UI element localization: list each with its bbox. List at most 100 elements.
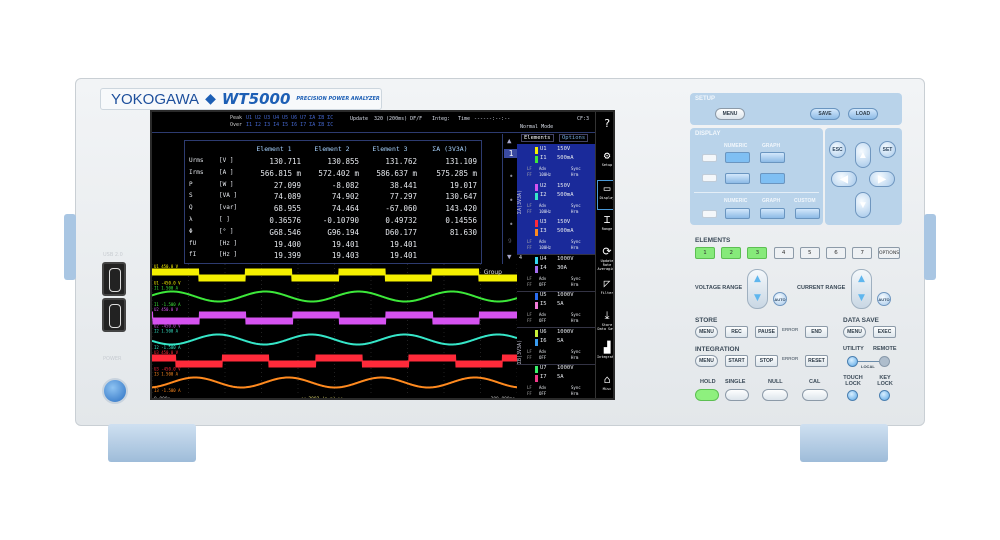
store-pause-button[interactable]: PAUSE xyxy=(755,326,778,338)
setup-menu-button[interactable]: MENU xyxy=(715,108,745,120)
element-entry[interactable]: U7 1000V I7 5A LF Adv FF OFF Sync Hrm xyxy=(517,363,595,398)
voltage-up-icon[interactable]: ▲ xyxy=(754,274,761,284)
voltage-color-swatch xyxy=(535,220,538,227)
power-button[interactable] xyxy=(102,378,128,404)
element-entry[interactable]: U6 1000V I6 5A LF Adv FF OFF Sync Hrm xyxy=(517,327,595,365)
page-dot: • xyxy=(509,220,514,229)
side-menu-display[interactable]: ▭ Display xyxy=(597,180,613,210)
current-down-icon[interactable]: ▼ xyxy=(858,293,865,303)
current-up-icon[interactable]: ▲ xyxy=(858,274,865,284)
element-key-2[interactable]: 2 xyxy=(721,247,742,259)
arrow-left-button[interactable]: ◀ xyxy=(831,171,857,187)
cal-label: CAL xyxy=(809,379,821,385)
waveform-6 xyxy=(152,376,517,389)
tab-elements[interactable]: Elements xyxy=(521,134,554,142)
display-led-2 xyxy=(702,174,717,182)
current-channel: I2 xyxy=(540,191,547,198)
element-key-6[interactable]: 6 xyxy=(826,247,846,259)
display-numeric-2-button[interactable] xyxy=(725,173,750,184)
integration-menu-button[interactable]: MENU xyxy=(695,355,718,367)
data-save-menu-button[interactable]: MENU xyxy=(843,326,866,338)
side-menu-filter[interactable]: ◸ Filter xyxy=(597,276,613,306)
display-custom-button[interactable] xyxy=(795,208,820,219)
usb-port-2[interactable] xyxy=(102,298,126,332)
null-button[interactable] xyxy=(762,389,788,401)
element-entry[interactable]: U1 150V I1 500mA LF Adv FF 100Hz Sync Hrm xyxy=(517,144,595,182)
side-menu-store-data-save[interactable]: ⤓ Store Data Save xyxy=(597,308,613,338)
display-graph-1-button[interactable] xyxy=(760,152,785,163)
esc-button[interactable]: ESC xyxy=(829,141,846,158)
data-save-exec-button[interactable]: EXEC xyxy=(873,326,896,338)
key-lock-label: KEY LOCK xyxy=(877,375,893,387)
touch-lock-button[interactable] xyxy=(847,390,858,401)
element-entry[interactable]: U4 1000V I4 30A LF Adv FF OFF Sync Hrm xyxy=(517,254,595,292)
display-numeric-3-button[interactable] xyxy=(725,208,750,219)
element-key-7[interactable]: 7 xyxy=(852,247,873,259)
sync-label: Sync xyxy=(571,275,581,281)
set-button[interactable]: SET xyxy=(879,141,896,158)
save-button[interactable]: SAVE xyxy=(810,108,840,120)
element-key-3[interactable]: 3 xyxy=(747,247,768,259)
current-auto-button[interactable]: AUTO xyxy=(877,292,891,306)
row-label: Urms xyxy=(189,157,204,164)
arrow-right-button[interactable]: ▶ xyxy=(869,171,895,187)
model-subtitle: PRECISION POWER ANALYZER xyxy=(296,96,380,102)
element-entry[interactable]: U2 150V I2 500mA LF Adv FF 100Hz Sync Hrm xyxy=(517,180,595,219)
side-menu-label: Update Rate Averaging xyxy=(597,259,615,271)
integration-start-button[interactable]: START xyxy=(725,355,748,367)
single-button[interactable] xyxy=(725,389,749,401)
side-menu-update-rate-averaging[interactable]: ⟳ Update Rate Averaging xyxy=(597,244,615,274)
ff-label: FF xyxy=(527,391,532,396)
side-menu-misc[interactable]: ⌂ Misc xyxy=(597,372,613,398)
cal-button[interactable] xyxy=(802,389,828,401)
load-button[interactable]: LOAD xyxy=(848,108,878,120)
trace-top-label: I3 1.500 A xyxy=(154,372,179,377)
touch-screen[interactable]: Peak U1 U2 U3 U4 U5 U6 U7 ΣA ΣB ΣC Over … xyxy=(150,110,615,400)
usb-port-1[interactable] xyxy=(102,262,126,296)
group-button[interactable]: Group xyxy=(484,269,502,276)
display-graph-3-button[interactable] xyxy=(760,208,785,219)
element-key-1[interactable]: 1 xyxy=(695,247,715,259)
store-menu-button[interactable]: MENU xyxy=(695,326,718,338)
element-key-5[interactable]: 5 xyxy=(799,247,820,259)
key-lock-button[interactable] xyxy=(879,390,890,401)
scroll-down-icon[interactable]: ▼ xyxy=(507,252,512,261)
integ-status: Integ: xyxy=(432,116,451,122)
group-label-b: ΣB(3V3A) xyxy=(517,339,523,364)
trace-bottom-label: I3 -1.500 A xyxy=(154,388,181,393)
table-cell: 130.711 xyxy=(269,157,301,166)
integration-stop-button[interactable]: STOP xyxy=(755,355,778,367)
voltage-range-rocker[interactable]: ▲ ▼ xyxy=(747,269,768,309)
arrow-down-button[interactable]: ▼ xyxy=(855,192,871,218)
current-range-rocker[interactable]: ▲ ▼ xyxy=(851,269,872,309)
tab-options[interactable]: Options xyxy=(559,134,589,142)
side-menu-setup[interactable]: ⚙ Setup xyxy=(597,148,613,178)
page-dot: • xyxy=(509,196,514,205)
display-numeric-1-button[interactable] xyxy=(725,152,750,163)
element-entry[interactable]: U3 150V I3 500mA LF Adv FF 100Hz Sync Hrm xyxy=(517,217,595,255)
lf-value: Adv xyxy=(539,166,547,171)
lf-label: LF xyxy=(527,312,532,317)
element-entry[interactable]: U5 1000V I5 5A LF Adv FF OFF Sync Hrm xyxy=(517,290,595,328)
voltage-down-icon[interactable]: ▼ xyxy=(754,293,761,303)
update-rate[interactable]: 320 (200ms) DF/F xyxy=(374,116,423,122)
hold-button[interactable] xyxy=(695,389,719,401)
scroll-up-icon[interactable]: ▲ xyxy=(507,136,512,145)
side-menu-range[interactable]: ⌶ Range xyxy=(597,212,613,242)
store-end-button[interactable]: END xyxy=(805,326,828,338)
side-menu-integration[interactable]: ▟Integration xyxy=(597,340,613,370)
utility-button[interactable] xyxy=(847,356,858,367)
over-label: Over xyxy=(230,122,243,128)
display-graph-2-button[interactable] xyxy=(760,173,785,184)
side-menu-help[interactable]: ? xyxy=(597,116,613,146)
integration-reset-button[interactable]: RESET xyxy=(805,355,828,367)
row-label: S xyxy=(189,192,193,200)
arrow-up-button[interactable]: ▲ xyxy=(855,142,871,168)
store-rec-button[interactable]: REC xyxy=(725,326,748,338)
element-options-button[interactable]: OPTIONS xyxy=(878,247,900,259)
page-scrollbar[interactable]: ▲ 1 • • • 9 ▼ xyxy=(502,134,518,264)
voltage-auto-button[interactable]: AUTO xyxy=(773,292,787,306)
element-panel: Elements Options U1 150V I1 500mA LF Adv FF 100Hz… xyxy=(517,134,595,398)
brand-strip: YOKOGAWA ◆ WT5000 PRECISION POWER ANALYZ… xyxy=(100,88,382,110)
element-key-4[interactable]: 4 xyxy=(773,247,794,259)
